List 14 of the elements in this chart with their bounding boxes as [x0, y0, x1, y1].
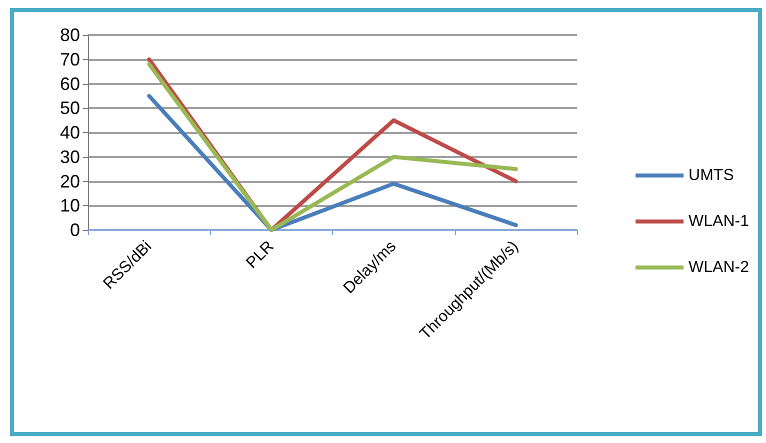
- y-tick-label: 40: [60, 122, 80, 142]
- y-tick-label: 70: [60, 49, 80, 70]
- y-tick-label: 80: [60, 25, 80, 45]
- legend-label: WLAN-1: [688, 213, 750, 230]
- y-tick-label: 30: [60, 146, 80, 167]
- y-tick-label: 10: [60, 196, 80, 216]
- y-tick-label: 60: [60, 74, 80, 94]
- y-tick-label: 0: [70, 220, 80, 240]
- legend-label: UMTS: [688, 167, 734, 184]
- x-tick-label: PLR: [243, 238, 278, 272]
- line-series: [147, 94, 518, 232]
- y-tick-label: 50: [60, 98, 80, 118]
- y-tick-label: 20: [60, 171, 80, 192]
- legend-label: WLAN-2: [688, 259, 750, 276]
